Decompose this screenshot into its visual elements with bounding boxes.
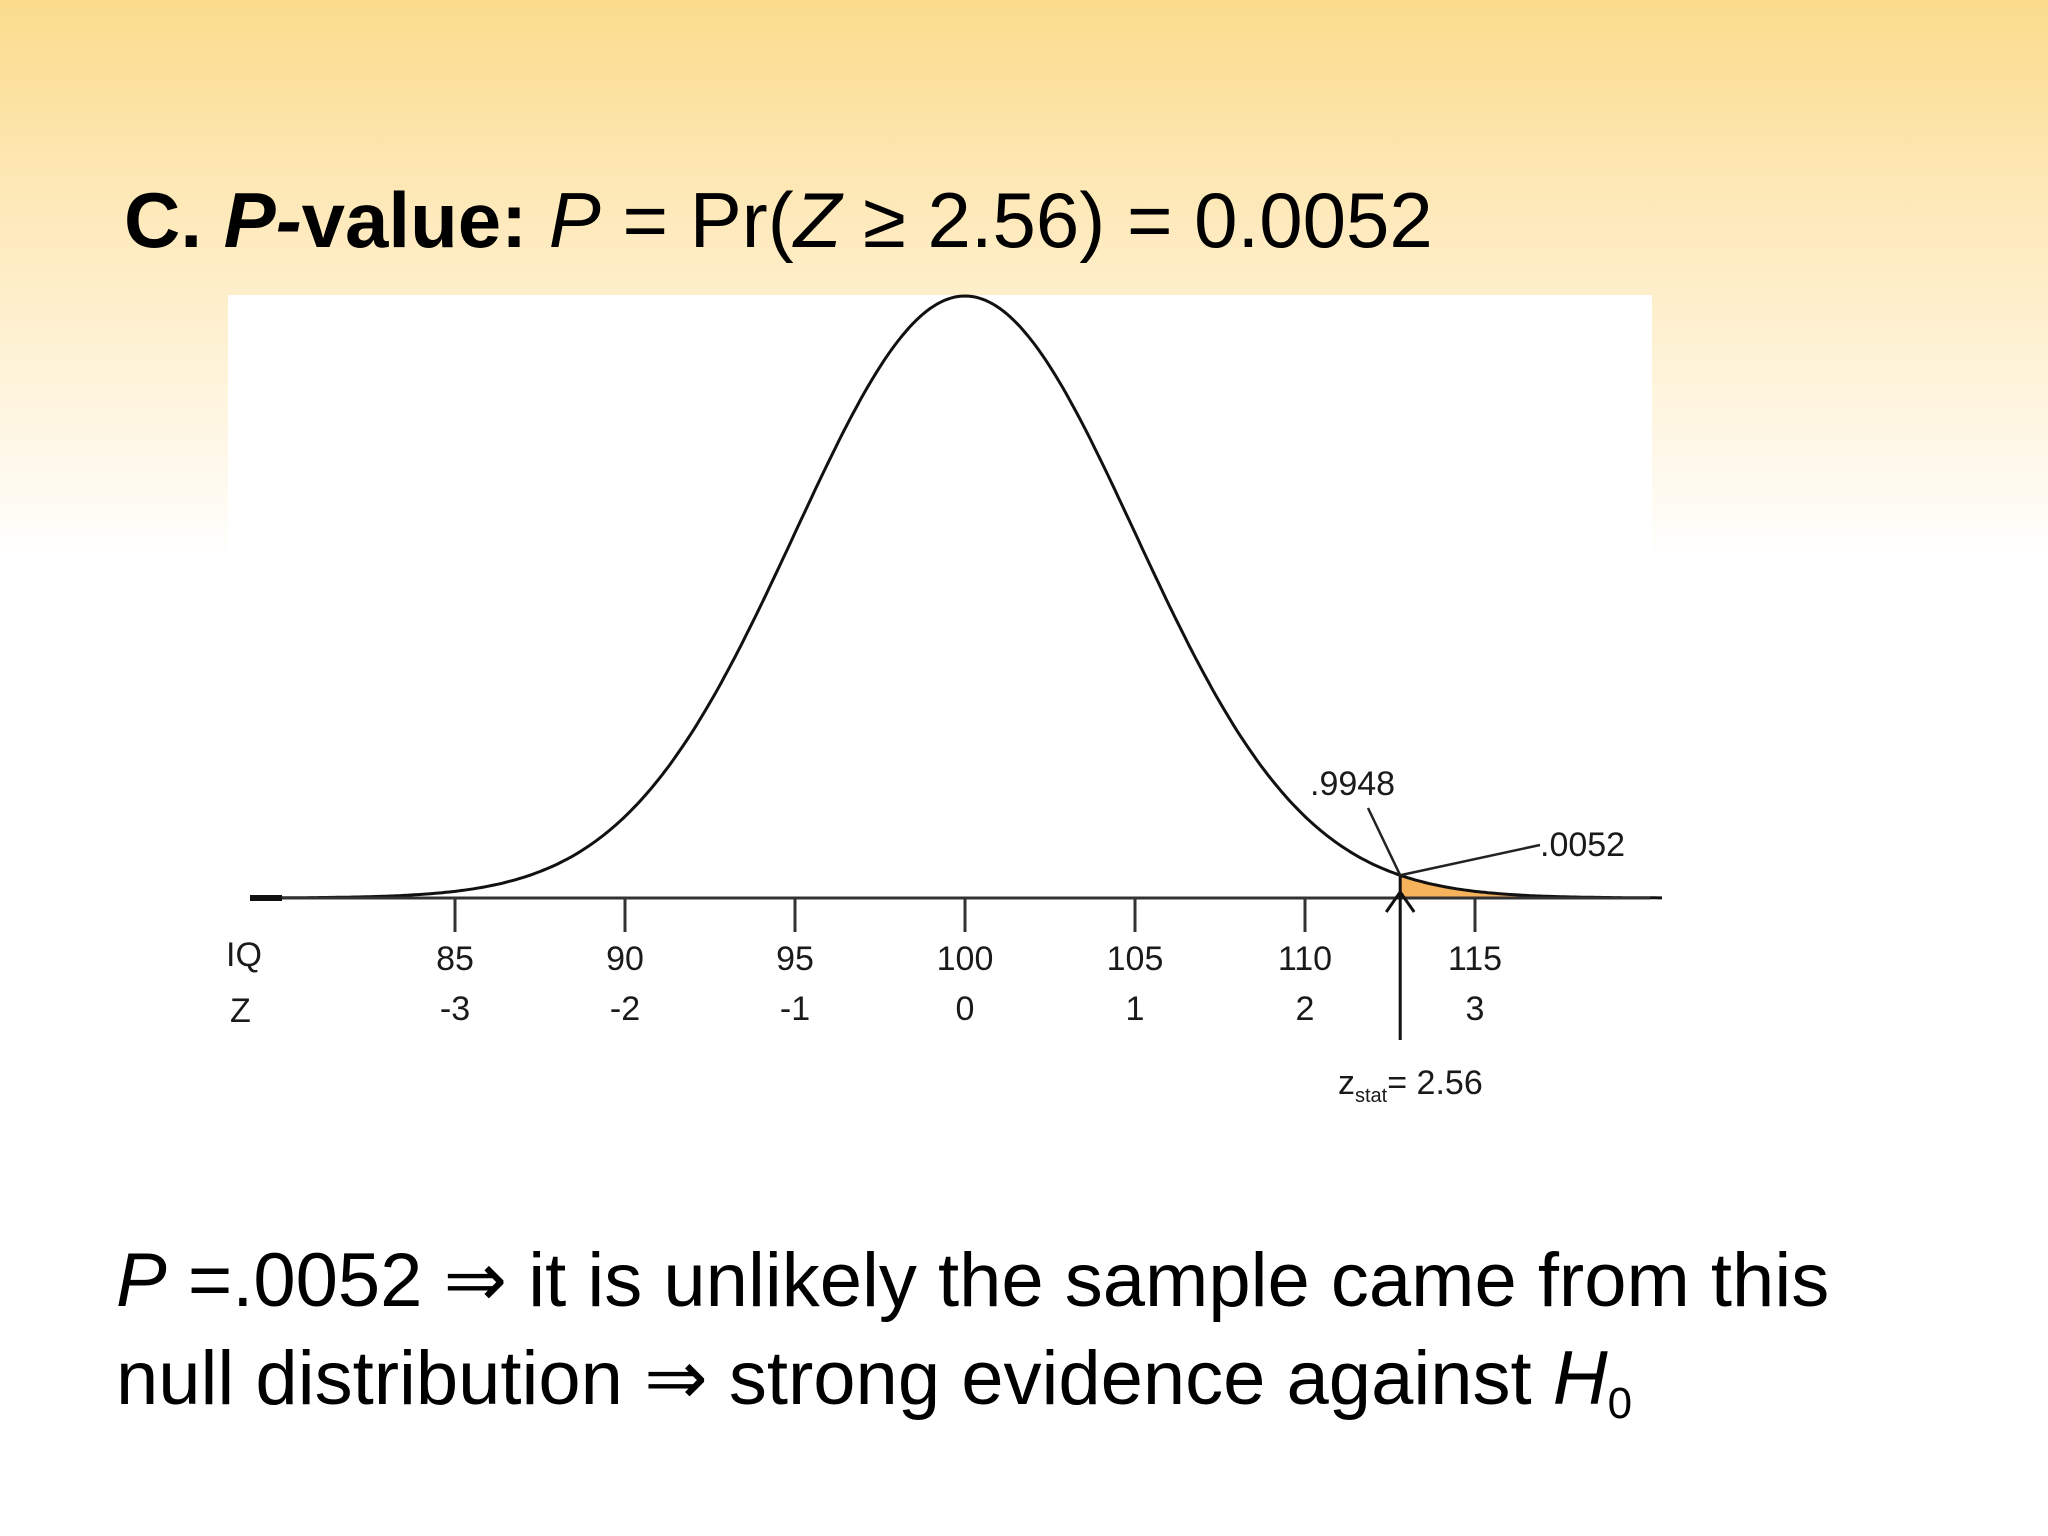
z-tick-label-3: 0 [956, 990, 975, 1028]
conclusion-sub-0: 0 [1607, 1379, 1633, 1428]
z-stat-label: zstat= 2.56 [1338, 1064, 1483, 1107]
tick-labels: 85 -3 90 -2 95 -1 100 0 105 1 110 2 115 3 [436, 940, 1502, 1028]
z-tick-label-0: -3 [440, 990, 470, 1028]
z-tick-label-1: -2 [610, 990, 640, 1028]
heading-eq1: = Pr( [622, 176, 794, 264]
heading-term: P- [223, 176, 302, 264]
iq-tick-label-0: 85 [436, 940, 474, 978]
iq-tick-label-4: 105 [1107, 940, 1164, 978]
conclusion-var-h: H [1552, 1336, 1608, 1421]
z-stat-sub: stat [1355, 1085, 1388, 1107]
heading-label: C. [124, 176, 202, 264]
z-stat-main: z [1338, 1064, 1355, 1102]
iq-tick-label-3: 100 [937, 940, 994, 978]
normal-curve [268, 294, 1662, 900]
iq-tick-label-6: 115 [1448, 940, 1502, 978]
tick-marks [453, 898, 1477, 932]
annotation-leader-0052 [1399, 843, 1541, 877]
heading-eq2: ≥ 2.56) = 0.0052 [863, 176, 1433, 264]
conclusion-line-1: P =.0052 ⇒ it is unlikely the sample cam… [116, 1232, 2016, 1330]
slide-heading: C. P-value: P = Pr(Z ≥ 2.56) = 0.0052 [124, 170, 1433, 270]
heading-var: P [548, 176, 601, 264]
tail-shaded-area [1400, 875, 1662, 898]
z-stat-value: = 2.56 [1387, 1064, 1482, 1102]
chart-background [228, 295, 1652, 1055]
heading-term-rest: value: [301, 176, 528, 264]
row-label-iq: IQ [226, 936, 262, 974]
conclusion-var-p: P [116, 1238, 167, 1323]
z-tick-label-6: 3 [1466, 990, 1485, 1028]
z-stat-arrowhead [1384, 889, 1416, 913]
annotation-9948: .9948 [1310, 765, 1395, 803]
heading-z: Z [793, 176, 842, 264]
iq-tick-label-2: 95 [776, 940, 814, 978]
z-tick-label-5: 2 [1296, 990, 1315, 1028]
z-tick-label-2: -1 [780, 990, 810, 1028]
iq-tick-label-5: 110 [1278, 940, 1332, 978]
conclusion-line-2: null distribution ⇒ strong evidence agai… [116, 1330, 2016, 1453]
iq-tick-label-1: 90 [606, 940, 644, 978]
annotation-leader-9948 [1366, 807, 1402, 876]
annotation-0052: .0052 [1540, 826, 1625, 864]
z-tick-label-4: 1 [1126, 990, 1145, 1028]
conclusion-line-1-rest: =.0052 ⇒ it is unlikely the sample came … [166, 1238, 1830, 1323]
conclusion-text: P =.0052 ⇒ it is unlikely the sample cam… [116, 1232, 2016, 1453]
row-label-z: Z [230, 992, 251, 1030]
conclusion-line-2-text: null distribution ⇒ strong evidence agai… [116, 1336, 1553, 1421]
